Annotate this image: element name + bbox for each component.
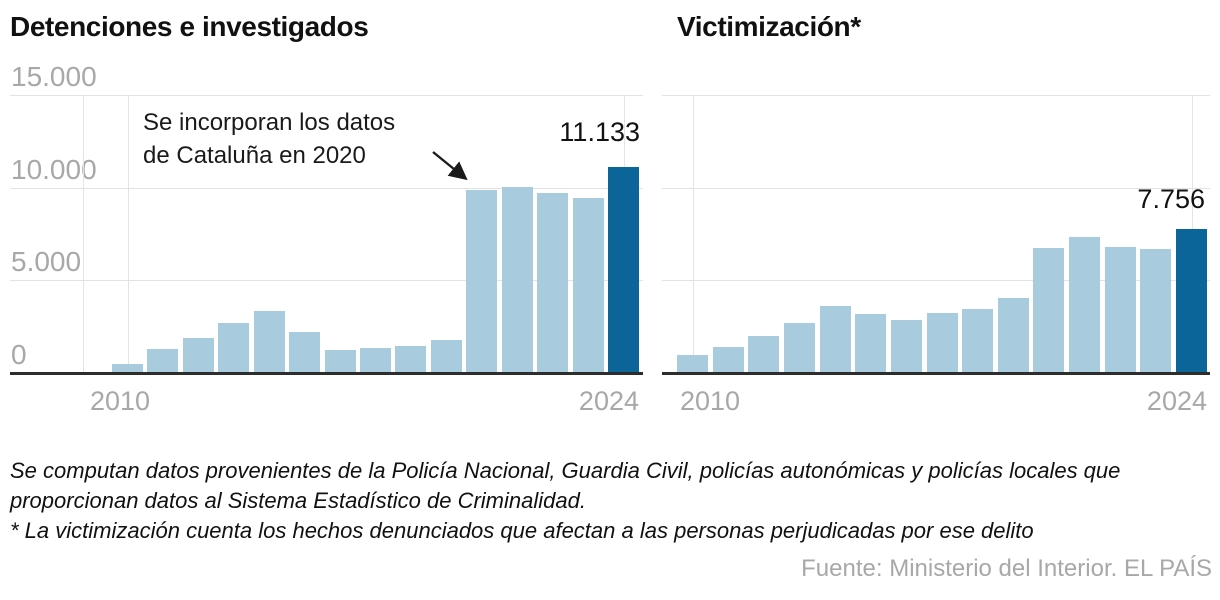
xtick-right-2024: 2024 [1146,386,1207,416]
bar-2010 [677,355,708,373]
h-gridline-10000 [662,187,1210,189]
bar-2019 [430,339,462,373]
footnote-line-2: proporcionan datos al Sistema Estadístic… [10,488,586,513]
bar-2024 [1176,229,1207,373]
bar-2019 [997,297,1029,373]
footnote-line-1: Se computan datos provenientes de la Pol… [10,458,1121,483]
source-credit: Fuente: Ministerio del Interior. EL PAÍS [801,555,1212,582]
xtick-left-2024: 2024 [578,386,639,416]
footnote-asterisk: * La victimización cuenta los hechos den… [10,518,1034,543]
plot-area-detenciones [10,95,643,375]
bar-2012 [182,337,214,373]
bar-2011 [147,348,179,373]
bar-2023 [572,197,604,373]
bar-2014 [819,306,851,373]
bar-2018 [962,309,994,373]
bar-2017 [360,347,391,373]
bar-2021 [1069,236,1101,373]
value-label-victimizacion-2024: 7.756 [1137,184,1205,214]
chart-title-victimizacion: Victimización* [677,11,861,42]
bar-2016 [324,349,356,373]
v-gridline-2010 [692,95,694,373]
bar-2024 [608,166,639,373]
x-axis-line [10,371,643,375]
bar-2010 [112,363,143,373]
bar-2017 [926,313,958,373]
bar-2013 [783,322,815,373]
bar-2020 [466,189,498,373]
bar-2018 [395,346,427,373]
plot-left-border [83,95,84,373]
bar-2013 [218,322,250,373]
ytick-15000: 15.000 [11,61,97,92]
annotation-cataluna: Se incorporan los datos de Cataluña en 2… [143,106,395,172]
value-label-detenciones-2024: 11.133 [559,117,640,147]
bar-2023 [1140,249,1172,373]
bar-2022 [537,193,569,373]
bar-2022 [1104,247,1136,373]
bar-2011 [712,347,744,373]
h-gridline-5000 [662,280,1210,282]
bar-2015 [289,332,321,373]
bar-2021 [501,186,533,373]
x-axis-line [662,371,1210,375]
h-gridline-5000 [10,280,643,282]
bar-2020 [1033,247,1065,373]
plot-area-victimizacion [662,95,1210,375]
annotation-arrow-icon [432,151,468,181]
annotation-line-2: de Cataluña en 2020 [143,142,366,169]
bar-2016 [890,319,922,373]
bar-2012 [748,335,780,373]
bar-2014 [253,310,285,373]
h-gridline-15000 [662,95,1210,96]
xtick-right-2010: 2010 [680,386,741,416]
annotation-line-1: Se incorporan los datos [143,109,396,136]
h-gridline-15000 [10,95,643,96]
h-gridline-10000 [10,187,643,189]
xtick-left-2010: 2010 [90,386,151,416]
chart-title-detenciones: Detenciones e investigados [10,11,369,42]
v-gridline-2010 [127,95,129,373]
bar-2015 [855,313,887,373]
